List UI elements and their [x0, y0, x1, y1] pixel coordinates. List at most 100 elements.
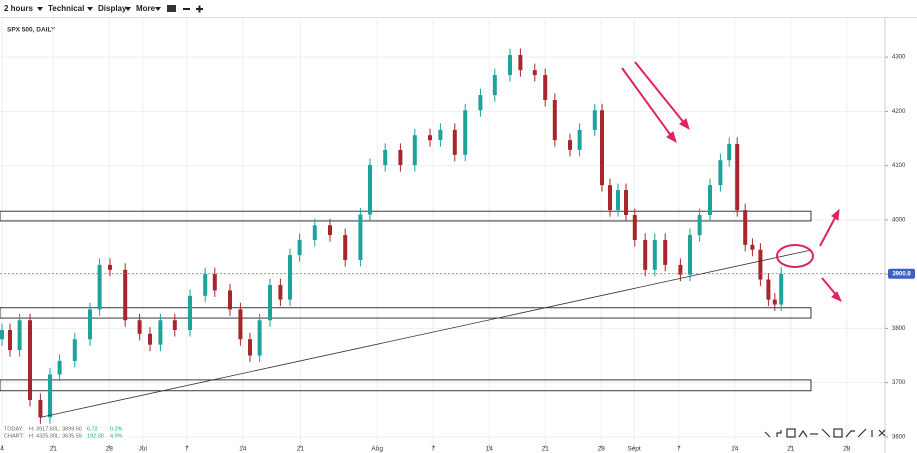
- tool-icon[interactable]: [776, 430, 782, 437]
- y-tick-label: 4000: [892, 217, 906, 223]
- candle-body: [398, 149, 403, 166]
- stats-percent: 4.9%: [110, 433, 123, 439]
- candle-body: [72, 339, 77, 361]
- tool-icon[interactable]: [857, 428, 867, 438]
- candle-body: [328, 225, 332, 236]
- tool-icon[interactable]: [845, 430, 855, 438]
- tool-icon[interactable]: [764, 431, 771, 438]
- candle-body: [108, 264, 112, 270]
- toolbar-item[interactable]: More: [136, 4, 156, 13]
- candle-body: [97, 264, 102, 310]
- candle-body: [368, 165, 372, 215]
- candle-body: [735, 143, 740, 211]
- candle-body: [8, 329, 12, 351]
- stats: TODAY: H: 3917.60 L: 3899.60 6.72 0.2% CHART:…: [2, 424, 130, 442]
- x-tick-label: 28: [106, 446, 114, 453]
- candle-body: [727, 143, 732, 161]
- candle-body: [697, 214, 702, 236]
- candle-body: [17, 320, 22, 351]
- annotations: [621, 61, 842, 302]
- candle-body: [88, 309, 92, 340]
- candle-body: [478, 95, 483, 111]
- x-tick-label: Aug: [371, 446, 383, 453]
- caret: [87, 7, 93, 11]
- candle-body: [568, 140, 572, 150]
- zoom-in-icon[interactable]: [196, 5, 203, 13]
- x-tick-label: 28: [598, 446, 606, 453]
- tool-icon[interactable]: [798, 429, 808, 438]
- overlay: 3900.8: [0, 249, 915, 418]
- arrowhead: [831, 291, 842, 302]
- save-icon[interactable]: [169, 5, 176, 12]
- chart-title: SPX 500, DAILY: [7, 27, 56, 34]
- arrowhead: [666, 131, 677, 144]
- candle-body: [608, 185, 612, 211]
- candle-body: [188, 295, 192, 330]
- toolbar-item[interactable]: Technical: [48, 4, 84, 13]
- x-tick-label: Jul: [139, 446, 148, 453]
- candle-body: [708, 185, 712, 215]
- stats-box: [2, 424, 130, 442]
- candle-body: [624, 190, 628, 215]
- arrow: [819, 215, 837, 247]
- candle-body: [38, 399, 43, 418]
- candle-body: [228, 290, 232, 310]
- candle-body: [148, 333, 152, 345]
- candle-body: [718, 160, 723, 186]
- y-tick-label: 4200: [892, 109, 906, 115]
- candle-body: [238, 309, 243, 340]
- candle-body: [492, 75, 497, 96]
- x-tick-label: 21: [50, 446, 58, 453]
- last-price-label: 3900.8: [892, 271, 911, 277]
- candle-body: [463, 110, 468, 155]
- candle-body: [750, 244, 755, 250]
- candle-body: [518, 54, 523, 71]
- stats-low: L: 3899.60: [56, 426, 82, 432]
- y-tick-label: 4100: [892, 163, 906, 169]
- stats-percent: 0.2%: [110, 426, 123, 432]
- candle-body: [412, 135, 417, 166]
- caret: [37, 7, 43, 11]
- y-tick-label: 4300: [892, 55, 906, 61]
- toolbar-item[interactable]: Display: [98, 4, 127, 13]
- candle-body: [532, 70, 537, 76]
- zones: [0, 210, 812, 392]
- price-zone: [0, 379, 812, 392]
- x-tick-label: 21: [297, 446, 305, 453]
- candle-body: [438, 129, 443, 141]
- candle-body: [28, 320, 32, 400]
- candle-body: [600, 110, 604, 186]
- candle-body: [383, 149, 388, 166]
- candle-body: [203, 274, 208, 296]
- close-icon[interactable]: [878, 429, 886, 437]
- x-tick-label: 14: [731, 446, 739, 453]
- candle-body: [158, 320, 163, 345]
- candle-body: [743, 210, 748, 245]
- candle-body: [632, 214, 637, 240]
- x-tick-label: Sept: [627, 446, 641, 453]
- tool-icon[interactable]: [821, 428, 831, 438]
- candle-body: [268, 284, 272, 321]
- tool-icon[interactable]: [833, 428, 843, 438]
- arrow: [821, 277, 838, 297]
- x-tick-label: 4: [0, 446, 4, 453]
- candle-body: [592, 110, 597, 130]
- x-tick-label: 7: [431, 446, 435, 453]
- candle-body: [312, 225, 317, 240]
- stats-change: 192.30: [87, 433, 104, 439]
- grid: 3600370038003900400041004200430042128Jul…: [0, 17, 906, 453]
- tool-icon[interactable]: [786, 428, 796, 438]
- candle-body: [248, 339, 252, 356]
- y-tick-label: 3600: [892, 434, 906, 440]
- candle-body: [652, 239, 657, 270]
- arrowhead: [679, 118, 690, 131]
- drawing-tools: [764, 428, 886, 438]
- circle-annotation: [776, 244, 814, 268]
- toolbar-item[interactable]: 2 hours: [4, 4, 33, 13]
- arrow: [634, 61, 686, 125]
- zoom-out-icon[interactable]: [183, 8, 190, 10]
- x-tick-label: 7: [185, 446, 189, 453]
